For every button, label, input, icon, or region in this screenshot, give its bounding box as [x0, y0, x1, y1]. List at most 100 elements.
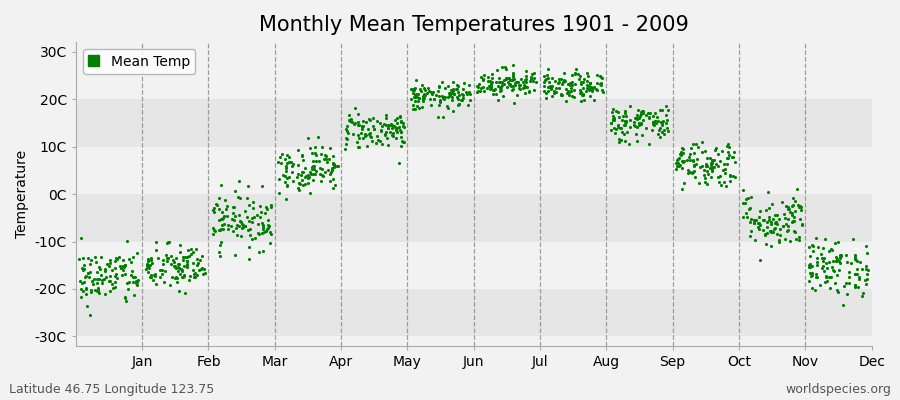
Point — [378, 132, 392, 138]
Point — [809, 255, 824, 261]
Point — [612, 113, 626, 120]
Point — [704, 160, 718, 166]
Point — [690, 144, 705, 150]
Point — [108, 258, 122, 264]
Point — [171, 268, 185, 274]
Point — [634, 108, 649, 115]
Point — [653, 106, 668, 113]
Point — [229, 213, 243, 219]
Point — [408, 106, 422, 112]
Point — [768, 225, 782, 231]
Point — [687, 149, 701, 156]
Point — [497, 81, 511, 87]
Point — [617, 108, 632, 114]
Point — [325, 165, 339, 172]
Point — [524, 74, 538, 80]
Point — [77, 266, 92, 273]
Point — [356, 135, 371, 141]
Point — [635, 132, 650, 138]
Point — [848, 270, 862, 277]
Point — [226, 210, 240, 216]
Point — [850, 265, 864, 272]
Point — [563, 85, 578, 91]
Point — [346, 130, 360, 137]
Point — [100, 260, 114, 267]
Point — [86, 280, 100, 287]
Point — [674, 186, 688, 192]
Point — [408, 85, 422, 92]
Point — [164, 253, 178, 260]
Point — [213, 239, 228, 245]
Point — [416, 95, 430, 102]
Point — [232, 212, 247, 218]
Point — [439, 103, 454, 109]
Point — [103, 273, 117, 279]
Point — [554, 92, 568, 98]
Point — [260, 226, 274, 232]
Point — [440, 105, 454, 111]
Point — [207, 226, 221, 233]
Point — [390, 129, 404, 135]
Point — [654, 107, 669, 114]
Point — [805, 241, 819, 248]
Point — [104, 278, 118, 284]
Point — [272, 190, 286, 196]
Point — [433, 98, 447, 105]
Point — [110, 274, 124, 281]
Point — [523, 78, 537, 84]
Point — [520, 84, 535, 90]
Point — [726, 148, 741, 155]
Point — [379, 135, 393, 141]
Point — [392, 160, 406, 166]
Point — [630, 114, 644, 121]
Point — [568, 81, 582, 88]
Point — [293, 172, 308, 178]
Point — [483, 82, 498, 88]
Point — [406, 90, 420, 96]
Point — [261, 225, 275, 231]
Point — [232, 218, 247, 224]
Point — [208, 228, 222, 234]
Point — [180, 261, 194, 267]
Point — [355, 126, 369, 132]
Point — [379, 122, 393, 128]
Point — [582, 86, 597, 92]
Point — [837, 283, 851, 289]
Point — [282, 154, 296, 160]
Point — [413, 86, 428, 92]
Point — [789, 186, 804, 192]
Point — [501, 75, 516, 81]
Point — [542, 79, 556, 85]
Point — [251, 220, 266, 227]
Point — [351, 122, 365, 128]
Point — [169, 279, 184, 285]
Point — [278, 168, 293, 174]
Point — [736, 187, 751, 193]
Point — [555, 79, 570, 86]
Point — [384, 122, 399, 128]
Point — [651, 118, 665, 124]
Point — [449, 86, 464, 92]
Point — [292, 180, 306, 186]
Point — [365, 122, 380, 129]
Point — [772, 239, 787, 245]
Point — [272, 176, 286, 182]
Point — [158, 279, 172, 286]
Point — [683, 156, 698, 163]
Point — [117, 294, 131, 300]
Point — [786, 218, 800, 224]
Point — [481, 78, 495, 84]
Point — [545, 82, 560, 89]
Point — [213, 182, 228, 189]
Point — [628, 131, 643, 138]
Point — [122, 256, 136, 262]
Point — [326, 176, 340, 182]
Point — [280, 182, 294, 188]
Point — [114, 265, 129, 272]
Point — [168, 274, 183, 281]
Point — [810, 262, 824, 268]
Point — [508, 79, 523, 85]
Point — [809, 274, 824, 280]
Point — [584, 86, 598, 92]
Point — [832, 259, 847, 266]
